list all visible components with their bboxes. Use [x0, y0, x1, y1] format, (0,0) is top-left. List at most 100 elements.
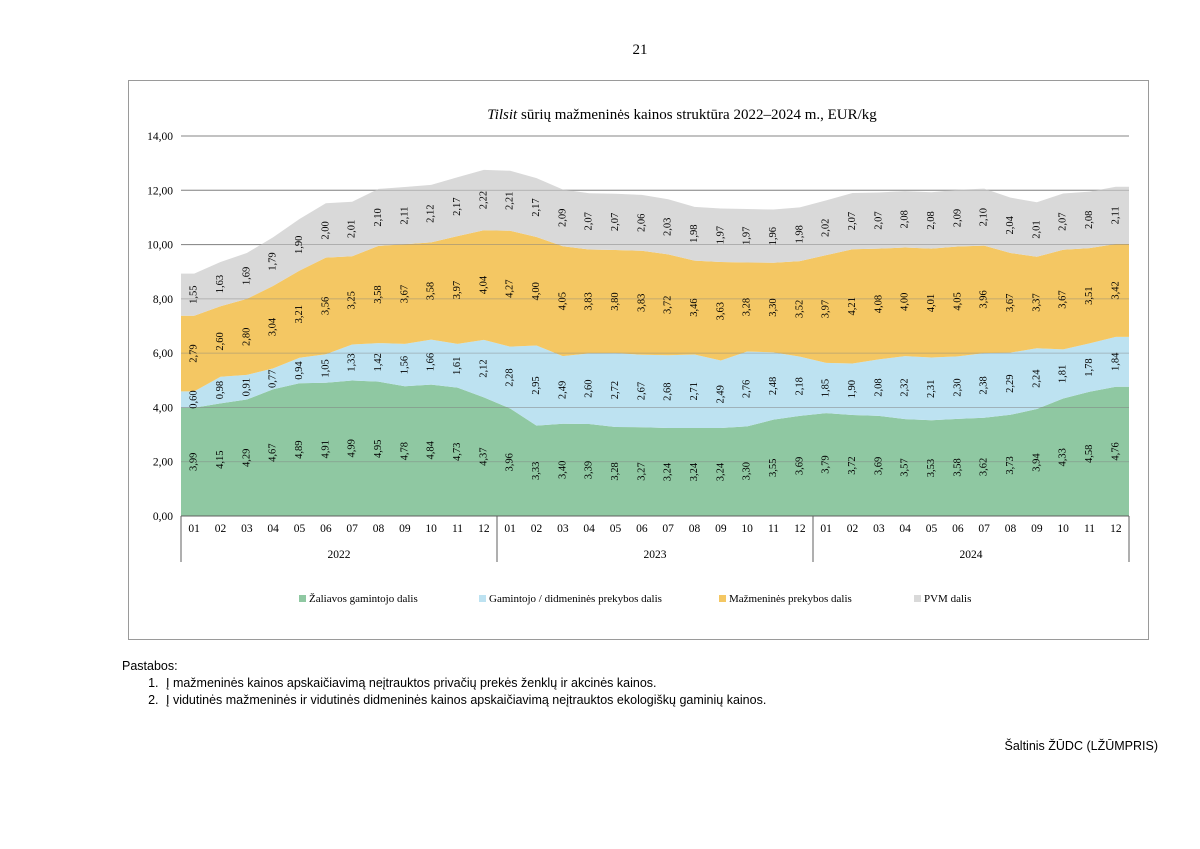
data-label: 4,73 [452, 443, 463, 461]
data-label: 1,56 [399, 356, 410, 374]
data-label: 0,94 [294, 361, 305, 380]
data-label: 2,68 [663, 383, 674, 401]
data-label: 2,01 [347, 220, 358, 238]
data-label: 2,07 [1058, 212, 1069, 230]
data-label: 2,08 [926, 211, 937, 229]
x-tick-label: 09 [715, 523, 727, 535]
data-label: 3,58 [373, 285, 384, 303]
notes: Pastabos: Į mažmeninės kainos apskaičiav… [122, 658, 766, 709]
data-label: 3,67 [1058, 290, 1069, 308]
legend-label: PVM dalis [924, 593, 971, 605]
data-label: 2,01 [1031, 220, 1042, 238]
legend-swatch [299, 595, 306, 602]
data-label: 2,24 [1031, 369, 1042, 388]
data-label: 1,05 [320, 359, 331, 377]
data-label: 4,00 [531, 282, 542, 300]
data-label: 2,00 [320, 221, 331, 239]
data-label: 2,60 [584, 380, 595, 398]
data-label: 2,08 [900, 210, 911, 228]
x-tick-label: 07 [346, 523, 358, 535]
data-label: 2,07 [584, 212, 595, 230]
x-tick-label: 07 [978, 523, 990, 535]
x-tick-label: 02 [847, 523, 859, 535]
data-label: 2,60 [215, 332, 226, 350]
data-label: 2,08 [1084, 211, 1095, 229]
chart-title: Tilsit sūrių mažmeninės kainos struktūra… [487, 107, 877, 123]
legend-label: Mažmeninės prekybos dalis [729, 593, 852, 605]
x-tick-label: 04 [267, 523, 279, 535]
data-label: 3,24 [663, 462, 674, 481]
data-label: 0,98 [215, 381, 226, 399]
data-label: 3,40 [557, 461, 568, 479]
data-label: 3,33 [531, 462, 542, 480]
x-axis: 01 02 03 04 05 06 07 08 09 10 11 12 01 02 03 04 05 06 07 08… [180, 515, 1130, 562]
x-tick-label: 06 [636, 523, 648, 535]
data-label: 2,76 [742, 380, 753, 398]
data-label: 2,04 [1005, 215, 1016, 234]
data-label: 1,96 [768, 227, 779, 245]
data-label: 4,01 [926, 294, 937, 312]
data-label: 2,10 [979, 208, 990, 226]
data-label: 4,58 [1084, 445, 1095, 463]
notes-list: Į mažmeninės kainos apskaičiavimą neįtra… [122, 675, 766, 709]
chart-frame: Tilsit sūrių mažmeninės kainos struktūra… [128, 80, 1149, 640]
data-label: 3,46 [689, 298, 700, 316]
data-label: 2,11 [399, 207, 410, 225]
data-label: 4,05 [952, 292, 963, 310]
data-label: 3,27 [636, 462, 647, 480]
data-label: 4,78 [399, 442, 410, 460]
notes-heading: Pastabos: [122, 659, 178, 673]
data-label: 2,29 [1005, 374, 1016, 392]
data-label: 3,96 [505, 453, 516, 471]
data-label: 4,27 [505, 279, 516, 297]
x-tick-label: 04 [583, 523, 595, 535]
data-label: 4,91 [320, 440, 331, 458]
data-label: 1,79 [268, 252, 279, 270]
data-label: 3,53 [926, 459, 937, 477]
data-label: 1,61 [452, 357, 463, 375]
x-tick-label: 07 [662, 523, 674, 535]
data-label: 1,84 [1110, 352, 1121, 371]
data-label: 1,66 [426, 353, 437, 371]
x-tick-label: 05 [294, 523, 306, 535]
data-label: 3,51 [1084, 287, 1095, 305]
data-label: 2,32 [900, 378, 911, 396]
x-tick-label: 01 [504, 523, 516, 535]
data-label: 3,67 [399, 285, 410, 303]
data-label: 1,98 [794, 225, 805, 243]
data-label: 4,08 [873, 295, 884, 313]
y-tick-label: 12,00 [147, 185, 173, 197]
data-label: 1,42 [373, 353, 384, 371]
note-item-2: Į vidutinės mažmeninės ir vidutinės didm… [162, 692, 766, 709]
x-tick-label: 06 [320, 523, 332, 535]
legend-label: Gamintojo / didmeninės prekybos dalis [489, 593, 662, 605]
data-label: 2,22 [478, 191, 489, 209]
data-label: 3,73 [1005, 456, 1016, 474]
data-label: 2,12 [478, 359, 489, 377]
data-label: 2,38 [979, 376, 990, 394]
data-label: 4,37 [478, 447, 489, 465]
data-label: 4,21 [847, 297, 858, 315]
legend-swatch [719, 595, 726, 602]
data-label: 4,15 [215, 450, 226, 468]
x-tick-label: 08 [373, 523, 385, 535]
data-label: 1,63 [215, 275, 226, 293]
data-label: 3,55 [768, 459, 779, 477]
legend-swatch [479, 595, 486, 602]
data-label: 3,67 [1005, 294, 1016, 312]
data-label: 4,76 [1110, 442, 1121, 460]
page-number: 21 [632, 42, 648, 58]
stacked-area-chart: Tilsit sūrių mažmeninės kainos struktūra… [147, 107, 1130, 605]
data-label: 1,85 [821, 379, 832, 397]
data-label: 3,28 [742, 298, 753, 316]
data-label: 1,55 [189, 285, 200, 303]
x-tick-label: 01 [188, 523, 200, 535]
data-label: 1,33 [347, 353, 358, 371]
x-tick-label: 08 [689, 523, 701, 535]
y-tick-label: 14,00 [147, 131, 173, 143]
x-tick-label: 04 [899, 523, 911, 535]
data-label: 2,67 [636, 382, 647, 400]
legend: Žaliavos gamintojo dalis Gamintojo / didm… [299, 593, 971, 605]
data-label: 2,71 [689, 382, 700, 400]
data-label: 2,06 [636, 214, 647, 232]
